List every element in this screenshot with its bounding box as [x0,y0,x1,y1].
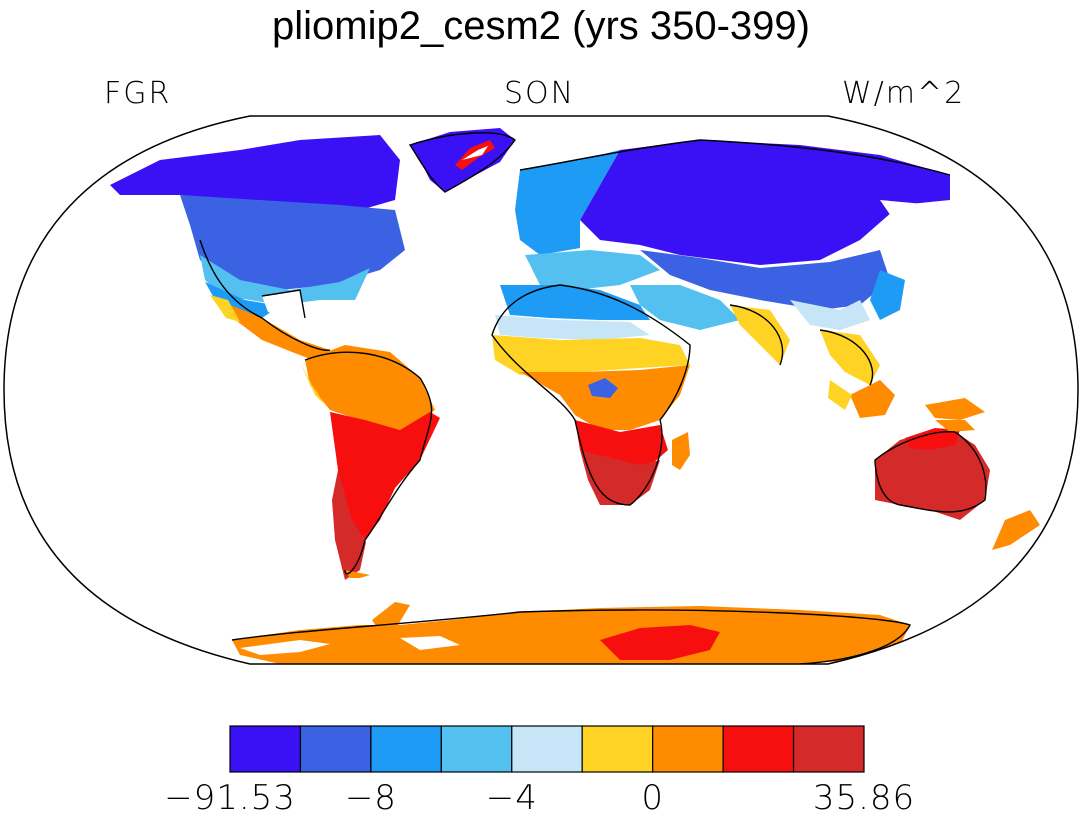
australia-north-red [905,428,960,450]
central-africa-orange [520,365,690,430]
asia-south-light [790,300,870,330]
south-america-darkred [332,470,366,580]
colorbar-tick-label: −91.53 [164,778,296,818]
africa [492,285,690,505]
land-fields [110,128,1040,664]
maritime-continent [828,380,985,420]
colorbar-swatch [792,725,865,773]
australia-darkred [875,430,990,520]
sumatra-yellow [828,380,852,410]
greenland [410,128,515,192]
congo-blue [588,378,618,398]
india-yellow [730,305,790,365]
colorbar-swatch [440,725,513,773]
colorbar-tick-label: 0 [641,778,664,818]
antarctica-white-patch [240,640,330,655]
new-zealand [992,510,1040,550]
asia-mid [640,250,890,310]
southeast-asia-yellow [820,330,880,385]
siberia-white [880,200,945,230]
colorbar-swatch [370,725,442,773]
north-africa-blue [500,285,650,320]
borneo-orange [850,380,895,418]
globe-outline [3,115,1079,665]
antarctica [232,602,910,664]
colorbar-swatch [511,725,583,773]
australia [875,420,1040,550]
sahara-light [495,315,650,340]
units-label: W/m^2 [842,76,966,111]
colorbar-swatch [299,725,372,773]
middle-east-light [630,285,740,330]
variable-label: FGR [104,76,172,111]
eurasia-arctic [580,140,950,265]
north-america-mid [180,195,405,290]
mexico [218,300,330,362]
north-america-south [205,282,280,318]
colorbar [229,725,865,773]
antarctica-white-patch-2 [400,636,460,650]
colorbar-tick-label: −4 [485,778,538,818]
map-title: pliomip2_cesm2 (yrs 350-399) [271,4,810,48]
europe-light [525,250,660,290]
png-orange [925,398,985,420]
season-label: SON [504,76,576,111]
florida-white [262,290,305,318]
mexico-yellow [210,295,240,322]
colorbar-swatch [581,725,654,773]
eurasia [515,140,950,385]
south-america-red [330,412,440,540]
sahel-yellow [492,335,690,375]
antarctica-orange [232,606,910,664]
australia-top-orange [935,420,975,432]
far-east-blue [870,270,905,320]
colorbar-tick-label: −8 [344,778,397,818]
colorbar-swatch [229,725,302,773]
madagascar [672,432,690,470]
colorbar-swatch [652,725,724,773]
antarctica-red [600,625,720,660]
north-america [110,135,405,362]
north-america-light [200,255,370,305]
coastlines [199,132,987,664]
europe-blue [515,150,620,255]
south-america [300,345,440,580]
greenland-ice [462,146,488,160]
south-america-orange [305,345,435,430]
north-america-arctic [110,135,400,210]
colorbar-swatch [722,725,795,773]
colorbar-tick-label: 35.86 [812,778,916,818]
